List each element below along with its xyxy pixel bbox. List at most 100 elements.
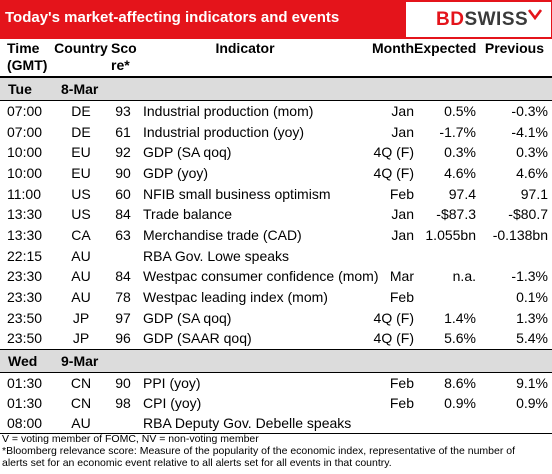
day-label: Wed [8,353,38,369]
footer-note-score-1: *Bloomberg relevance score: Measure of t… [2,445,516,457]
cell-month: Feb [389,395,414,411]
cell-previous: 0.1% [516,289,548,306]
table-row: 07:00 DE 93 Industrial production (mom) Jan 0… [0,101,552,122]
cell-time: 23:30 [7,268,43,285]
table-row: 13:30 US 84 Trade balance Jan -$87.3 -$80.7 [0,204,552,225]
cell-indicator: Westpac consumer confidence (mom) [143,268,379,285]
cell-previous: -0.138bn [492,227,548,244]
cell-indicator: CPI (yoy) [143,395,202,411]
cell-time: 23:30 [7,289,43,306]
table-row: 01:30 CN 98 CPI (yoy) Feb 0.9% 0.9% [0,393,552,414]
cell-country: CA [71,227,91,244]
cell-month: Jan [391,206,414,223]
col-header-country: Country [54,40,108,56]
cell-score: 61 [115,123,131,140]
cell-month: 4Q (F) [373,144,414,161]
cell-time: 01:30 [7,395,43,411]
col-header-previous: Previous [484,40,544,56]
table-row: 07:00 DE 61 Industrial production (yoy) Jan -… [0,122,552,143]
col-header-score-line1: Sco [111,40,137,56]
cell-month: Feb [389,375,414,391]
cell-expected: n.a. [452,268,476,285]
cell-indicator: GDP (SA qoq) [143,144,232,161]
cell-indicator: GDP (yoy) [143,165,209,181]
cell-time: 23:50 [7,309,43,326]
cell-indicator: Westpac leading index (mom) [143,289,328,306]
bdswiss-logo: BDSWISS [406,2,551,37]
cell-country: DE [71,103,91,119]
cell-country: JP [72,330,90,347]
table-bottom-divider [0,433,552,434]
cell-expected: -$87.3 [436,206,476,223]
table-row: 23:50 JP 96 GDP (SAAR qoq) 4Q (F) 5.6% 5.4% [0,328,552,349]
header-divider [0,76,552,78]
cell-time: 10:00 [7,144,43,161]
cell-previous: 97.1 [520,185,548,202]
cell-indicator: Trade balance [143,206,232,223]
cell-indicator: RBA Gov. Lowe speaks [143,247,290,264]
table-row: 23:30 AU 84 Westpac consumer confidence (mo… [0,266,552,287]
cell-indicator: NFIB small business optimism [143,185,331,202]
cell-expected: 0.9% [444,395,476,411]
cell-month: 4Q (F) [373,309,414,326]
table-row: 13:30 CA 63 Merchandise trade (CAD) Jan 1.055… [0,225,552,246]
date-label: 8-Mar [61,81,99,97]
logo-wordmark: BDSWISS [436,9,528,31]
cell-score: 96 [115,330,131,347]
cell-country: AU [71,289,91,306]
cell-score: 90 [115,165,131,181]
cell-country: US [71,206,91,223]
cell-expected: 1.4% [444,309,476,326]
col-header-score-line2: re* [111,57,130,73]
cell-previous: 1.3% [516,309,548,326]
cell-score: 93 [115,103,131,119]
cell-month: Jan [391,103,414,119]
cell-previous: -4.1% [511,123,548,140]
day-label: Tue [8,81,32,97]
day-divider [0,372,552,373]
cell-month: 4Q (F) [373,165,414,181]
cell-indicator: Industrial production (yoy) [143,123,305,140]
table-row: 01:30 CN 90 PPI (yoy) Feb 8.6% 9.1% [0,373,552,394]
cell-time: 22:15 [7,247,43,264]
cell-time: 13:30 [7,206,43,223]
day-band-tue: Tue 8-Mar [0,78,552,100]
col-header-time-line2: (GMT) [7,57,48,73]
cell-score: 84 [115,206,131,223]
day-band-wed: Wed 9-Mar [0,350,552,372]
cell-expected: 4.6% [444,165,476,181]
cell-country: DE [71,123,91,140]
cell-month: Jan [391,123,414,140]
cell-month: Jan [391,227,414,244]
logo-chevron-icon [528,9,542,20]
col-header-expected: Expected [414,40,477,56]
cell-month: Mar [389,268,414,285]
table-row: 23:30 AU 78 Westpac leading index (mom) Feb 0… [0,287,552,308]
cell-score: 60 [115,185,131,202]
footer-note-score-2: alerts set for an economic event relativ… [2,457,392,469]
cell-country: EU [71,144,91,161]
cell-expected: 1.055bn [425,227,476,244]
cell-score: 97 [115,309,131,326]
cell-month: 4Q (F) [373,330,414,347]
cell-country: AU [71,247,91,264]
cell-indicator: GDP (SAAR qoq) [143,330,252,347]
cell-previous: 9.1% [516,375,548,391]
cell-country: AU [71,268,91,285]
cell-indicator: PPI (yoy) [143,375,201,391]
cell-country: AU [71,415,91,431]
cell-country: EU [71,165,91,181]
table-row: 23:50 JP 97 GDP (SA qoq) 4Q (F) 1.4% 1.3% [0,308,552,329]
table-row: 11:00 US 60 NFIB small business optimism Feb… [0,184,552,205]
cell-time: 11:00 [7,185,41,202]
col-header-time: Time (GMT) [7,40,51,76]
logo-swiss-text: SWISS [464,9,529,30]
cell-indicator: RBA Deputy Gov. Debelle speaks [143,415,352,431]
table-row: 08:00 AU RBA Deputy Gov. Debelle speaks [0,413,552,434]
cell-score: 90 [115,375,131,391]
footer-note-voting: V = voting member of FOMC, NV = non-voti… [2,433,259,445]
cell-previous: -1.3% [511,268,548,285]
cell-expected: 97.4 [448,185,476,202]
table-row: 22:15 AU RBA Gov. Lowe speaks [0,246,552,267]
cell-indicator: GDP (SA qoq) [143,309,232,326]
